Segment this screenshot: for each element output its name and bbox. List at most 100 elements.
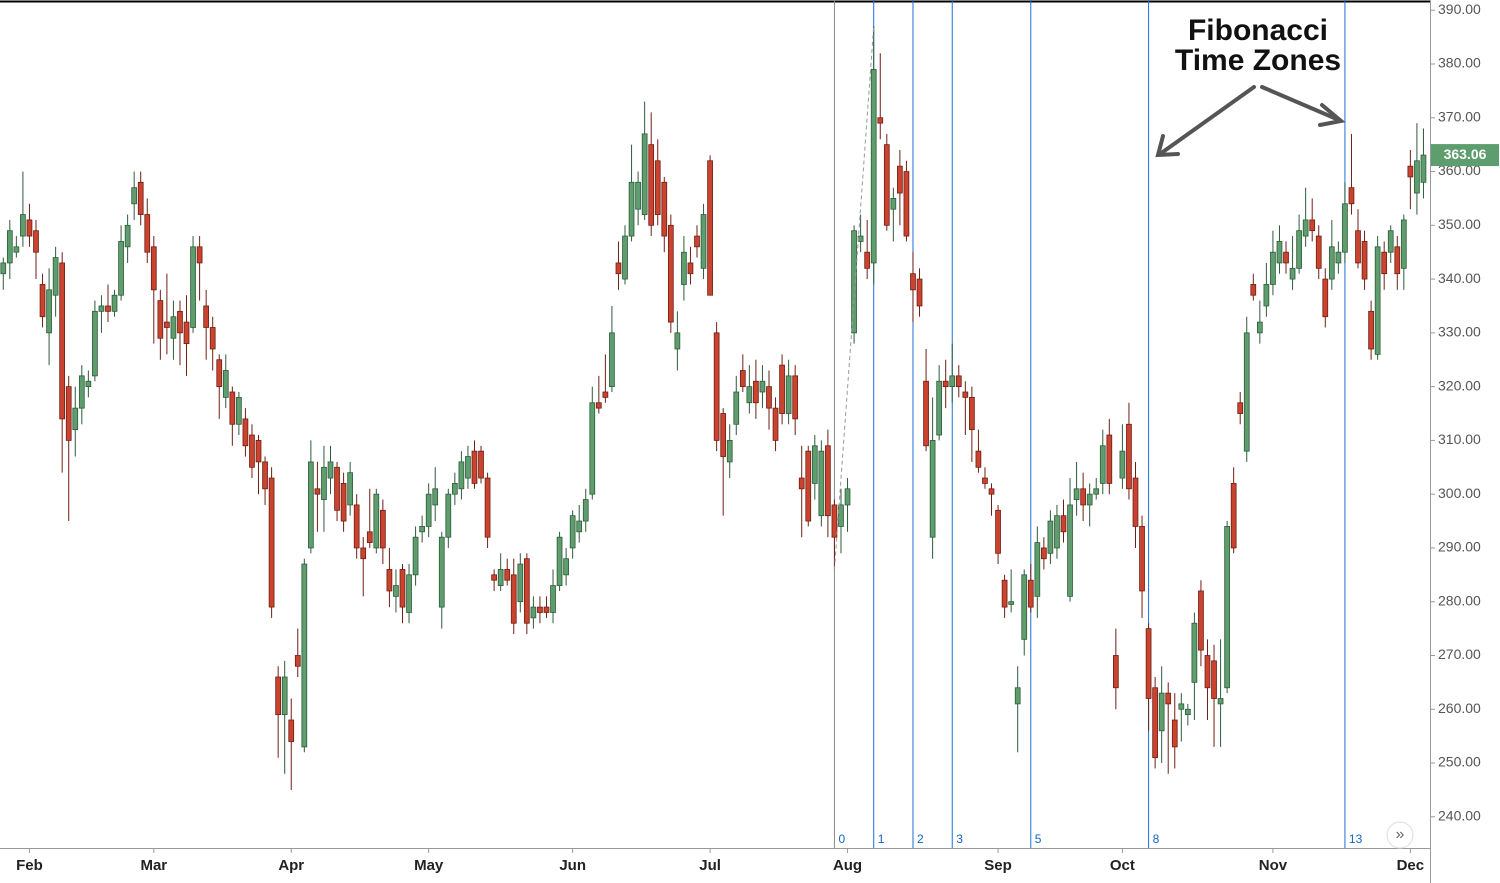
annotation-arrows — [1155, 85, 1346, 158]
candle-body — [255, 440, 262, 463]
candle-body — [825, 445, 831, 517]
y-tick-label: 240.00 — [1438, 808, 1481, 824]
candle-body — [890, 198, 897, 210]
candle-body — [170, 316, 177, 339]
candle-body — [373, 493, 380, 549]
candle-body — [65, 386, 72, 441]
candle-body — [1054, 515, 1060, 549]
candle-body — [1414, 160, 1420, 194]
last-price-tag — [1431, 144, 1499, 167]
candle-body — [654, 160, 661, 215]
candle-body — [334, 466, 340, 511]
candle-body — [78, 375, 85, 409]
candle-body — [380, 509, 386, 549]
candle-body — [969, 396, 975, 431]
candle-body — [785, 375, 792, 414]
candle-body — [674, 332, 681, 350]
x-tick-label: Dec — [1397, 857, 1425, 874]
candle-body — [537, 606, 543, 613]
scroll-button[interactable]: » — [1386, 821, 1414, 849]
candle-body — [929, 440, 936, 538]
candle-body — [576, 520, 583, 533]
candle-body — [556, 536, 563, 586]
candle-body — [857, 235, 864, 242]
candle-body — [399, 569, 406, 608]
candle-body — [484, 477, 491, 538]
candle-body — [491, 574, 497, 581]
candle-body — [177, 310, 183, 334]
candle-body — [465, 456, 471, 479]
candle-body — [923, 380, 929, 447]
candle-body — [641, 133, 648, 215]
fib-zone-label: 13 — [1349, 832, 1363, 846]
x-tick-label: Apr — [278, 857, 304, 874]
candle-body — [360, 547, 367, 560]
plot: 0 1 2 3 5 8 13 — [0, 0, 1427, 848]
candle-body — [510, 574, 517, 624]
scroll-button-icon[interactable]: » — [1396, 826, 1405, 843]
candle-body — [1191, 622, 1198, 683]
candle-body — [1400, 219, 1407, 269]
candle-body — [105, 305, 111, 312]
fib-zone-label: 8 — [1153, 832, 1160, 846]
candle-body — [720, 413, 727, 457]
candle-body — [595, 402, 602, 409]
candle-body — [1283, 251, 1289, 264]
candle-body — [183, 321, 190, 345]
candle-body — [353, 504, 360, 549]
candle-body — [982, 477, 988, 484]
candle-body — [249, 434, 255, 468]
candle-body — [504, 569, 511, 581]
candle-body — [229, 391, 236, 425]
candle-body — [903, 171, 910, 237]
candle-body — [851, 230, 857, 334]
candle-body — [314, 488, 321, 495]
candle-body — [425, 493, 432, 527]
candle-body — [1145, 628, 1152, 699]
candle-body — [628, 181, 635, 237]
candle-body — [321, 466, 327, 500]
candle-body — [1407, 165, 1414, 178]
candle-body — [1132, 477, 1139, 527]
candle-body — [72, 407, 79, 431]
candle-body — [1027, 579, 1034, 608]
candle-body — [366, 531, 373, 543]
candle-body — [347, 472, 353, 506]
candle-body — [478, 450, 484, 479]
candle-body — [268, 477, 275, 608]
candle-body — [52, 257, 59, 296]
candle-body — [1361, 241, 1368, 280]
candle-body — [137, 181, 144, 215]
candle-body — [1126, 423, 1132, 490]
fib-zone-label: 3 — [956, 832, 963, 846]
candle-body — [1014, 687, 1021, 705]
y-tick-label: 340.00 — [1438, 270, 1481, 286]
candle-body — [164, 321, 170, 328]
candle-body — [196, 246, 203, 264]
candle-body — [897, 165, 903, 194]
candle-body — [1270, 251, 1276, 285]
candle-body — [831, 504, 838, 538]
candle-body — [1335, 251, 1342, 264]
candle-body — [393, 585, 399, 597]
y-tick-label: 290.00 — [1438, 539, 1481, 555]
candle-body — [85, 380, 92, 388]
candle-body — [569, 515, 576, 549]
candle-body — [6, 230, 13, 264]
candle-body — [955, 375, 962, 388]
y-tick-label: 300.00 — [1438, 485, 1481, 501]
candle-body — [962, 391, 969, 398]
candle-body — [124, 224, 131, 248]
candle-body — [798, 477, 805, 490]
candle-body — [805, 450, 812, 522]
scroll-button-circle[interactable] — [1386, 821, 1414, 849]
candle-body — [910, 273, 916, 291]
candle-body — [13, 246, 20, 253]
candle-body — [838, 504, 844, 527]
candle-body — [419, 526, 425, 533]
y-tick-label: 310.00 — [1438, 431, 1481, 447]
candle-body — [98, 305, 105, 312]
candle-body — [550, 585, 556, 613]
candle-body — [733, 391, 740, 425]
